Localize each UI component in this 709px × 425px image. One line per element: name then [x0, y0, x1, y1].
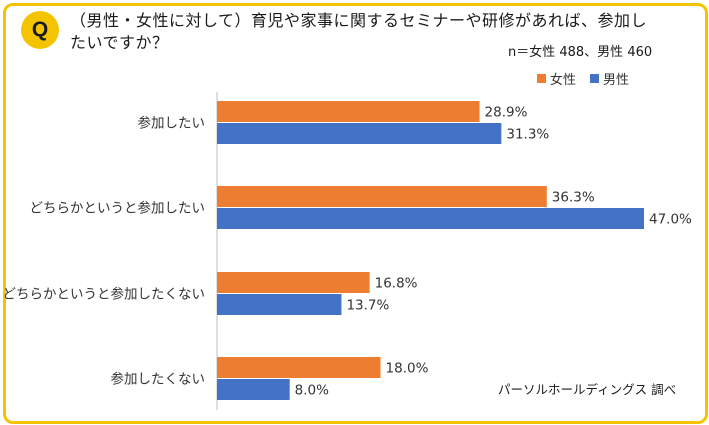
bar-male: [217, 208, 644, 229]
data-label-female: 18.0%: [386, 361, 429, 377]
chart-legend: 女性 男性: [537, 69, 629, 88]
bar-female: [217, 101, 480, 122]
bar-female: [217, 186, 547, 207]
legend-swatch-female: [537, 74, 546, 83]
legend-label-male: 男性: [603, 73, 630, 88]
category-label: 参加したくない: [111, 371, 206, 388]
category-label: どちらかというと参加したくない: [3, 286, 206, 303]
bar-male: [217, 123, 502, 144]
data-label-male: 47.0%: [649, 212, 692, 228]
bar-male: [217, 294, 342, 315]
data-label-female: 28.9%: [485, 105, 528, 121]
legend-label-female: 女性: [550, 73, 577, 88]
sample-size-note: n＝女性 488、男性 460: [508, 45, 653, 60]
bar-male: [217, 379, 290, 400]
question-text: （男性・女性に対して）育児や家事に関するセミナーや研修があれば、参加したいですか…: [70, 11, 648, 52]
legend-item-male: 男性: [590, 69, 629, 88]
legend-item-female: 女性: [537, 69, 576, 88]
category-label: どちらかというと参加したい: [30, 200, 206, 217]
data-label-male: 8.0%: [295, 383, 329, 399]
question-badge: Q: [21, 11, 59, 49]
bar-female: [217, 272, 370, 293]
data-label-female: 16.8%: [375, 276, 418, 292]
source-credit: パーソルホールディングス 調べ: [498, 382, 677, 397]
bar-female: [217, 357, 381, 378]
data-label-male: 13.7%: [346, 298, 389, 314]
legend-swatch-male: [590, 74, 600, 83]
data-label-female: 36.3%: [552, 190, 595, 206]
category-label: 参加したい: [138, 115, 206, 132]
data-label-male: 31.3%: [506, 127, 549, 143]
